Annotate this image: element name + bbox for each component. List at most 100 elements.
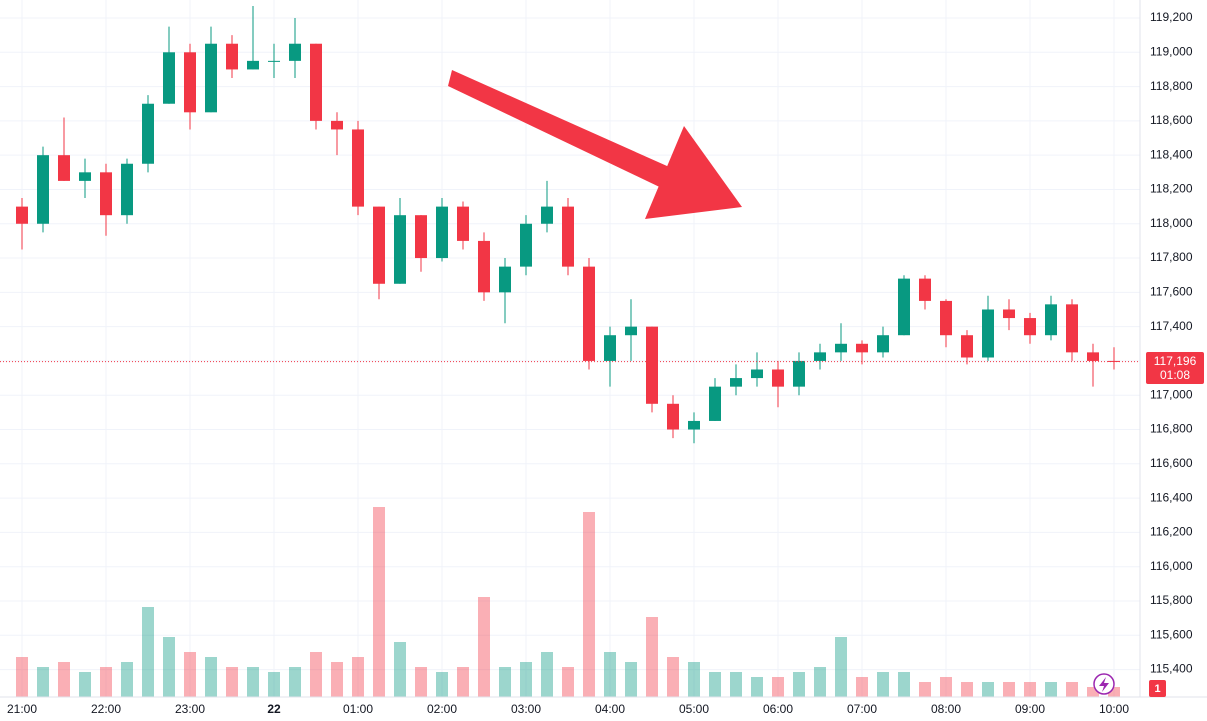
x-tick-label: 23:00 [175, 702, 205, 716]
volume-bar [1108, 687, 1120, 697]
volume-bar [121, 662, 133, 697]
volume-bar [310, 652, 322, 697]
candle-body [310, 43, 322, 121]
candle-body [499, 266, 511, 293]
volume-bar [1066, 682, 1078, 697]
candle-body [1087, 352, 1099, 361]
candle-body [898, 278, 910, 336]
countdown: 01:08 [1160, 368, 1190, 382]
volume-bar [562, 667, 574, 697]
y-tick-label: 117,800 [1150, 250, 1193, 264]
x-tick-label: 06:00 [763, 702, 793, 716]
volume-bar [478, 597, 490, 697]
volume-bar [961, 682, 973, 697]
x-tick-label: 04:00 [595, 702, 625, 716]
candle-body [583, 266, 595, 361]
x-tick-label: 08:00 [931, 702, 961, 716]
badge-bg[interactable] [1149, 680, 1166, 697]
price-label-bg [1146, 352, 1204, 384]
candle-body [982, 309, 994, 358]
volume-bar [499, 667, 511, 697]
candle-body [352, 129, 364, 207]
candle-body [184, 52, 196, 113]
volume-bar [142, 607, 154, 697]
volume-bar [247, 667, 259, 697]
candle-body [100, 172, 112, 216]
price-label: 117,196 [1154, 354, 1197, 368]
x-tick-label: 09:00 [1015, 702, 1045, 716]
y-tick-label: 116,800 [1150, 422, 1193, 436]
volume-bar [394, 642, 406, 697]
axes: 115,400 115,600 115,800 116,000 116,200 116,4… [7, 10, 1193, 716]
volume-bar [625, 662, 637, 697]
volume-bar [877, 672, 889, 697]
volume-bar [646, 617, 658, 697]
candle-body [394, 215, 406, 284]
volume-bar [751, 677, 763, 697]
volume-bar [940, 677, 952, 697]
volume-bar [100, 667, 112, 697]
volume-bar [982, 682, 994, 697]
candle-body [793, 360, 805, 387]
volume-bar [898, 672, 910, 697]
x-tick-label: 22 [267, 702, 281, 716]
alert-bolt [1099, 677, 1109, 692]
candle-body [961, 335, 973, 358]
candle-body [940, 300, 952, 336]
y-tick-label: 118,200 [1150, 182, 1193, 196]
y-tick-label: 118,000 [1150, 216, 1193, 230]
volume-bar [541, 652, 553, 697]
y-tick-label: 118,600 [1150, 113, 1193, 127]
x-tick-label: 22:00 [91, 702, 121, 716]
candle-body [730, 378, 742, 387]
volume-bar [205, 657, 217, 697]
candle-body [16, 206, 28, 224]
volume-bar [16, 657, 28, 697]
candle-body [1003, 309, 1015, 319]
volume-bar [1045, 682, 1057, 697]
volume-bar [1003, 682, 1015, 697]
volume-bar [331, 662, 343, 697]
candle-body [709, 386, 721, 421]
candle-body [436, 206, 448, 259]
y-tick-label: 119,000 [1150, 44, 1193, 58]
candle-body [163, 52, 175, 104]
volume-bar [1024, 682, 1036, 697]
candle-body [772, 369, 784, 387]
trend-arrow-shaft [448, 70, 676, 192]
volume-bar [79, 672, 91, 697]
volume-bar [520, 662, 532, 697]
volume-bar [415, 667, 427, 697]
candle-body [415, 215, 427, 259]
volume-bar [58, 662, 70, 697]
y-tick-label: 116,200 [1150, 525, 1193, 539]
candle-body [478, 240, 490, 293]
alert-icon[interactable] [1093, 673, 1115, 695]
volume-bar [373, 507, 385, 697]
candle-body [856, 343, 868, 353]
volume-bar [352, 657, 364, 697]
volume-pane [16, 507, 1120, 697]
x-tick-label: 03:00 [511, 702, 541, 716]
volume-bar [667, 657, 679, 697]
candle-body [625, 326, 637, 336]
volume-bar [604, 652, 616, 697]
candle-body [835, 343, 847, 353]
volume-bar [268, 672, 280, 697]
candle-body [268, 60, 280, 62]
badge: 1 [1154, 683, 1160, 695]
candle-body [457, 206, 469, 241]
candle-body [331, 120, 343, 130]
candle-body [877, 335, 889, 353]
volume-bar [37, 667, 49, 697]
volume-bar [184, 652, 196, 697]
candle-body [919, 278, 931, 301]
candle-body [1024, 318, 1036, 336]
volume-bar [163, 637, 175, 697]
candles [16, 6, 1120, 444]
y-tick-label: 115,600 [1150, 627, 1193, 641]
volume-bar [709, 672, 721, 697]
y-tick-label: 116,000 [1150, 559, 1193, 573]
x-tick-label: 10:00 [1099, 702, 1129, 716]
